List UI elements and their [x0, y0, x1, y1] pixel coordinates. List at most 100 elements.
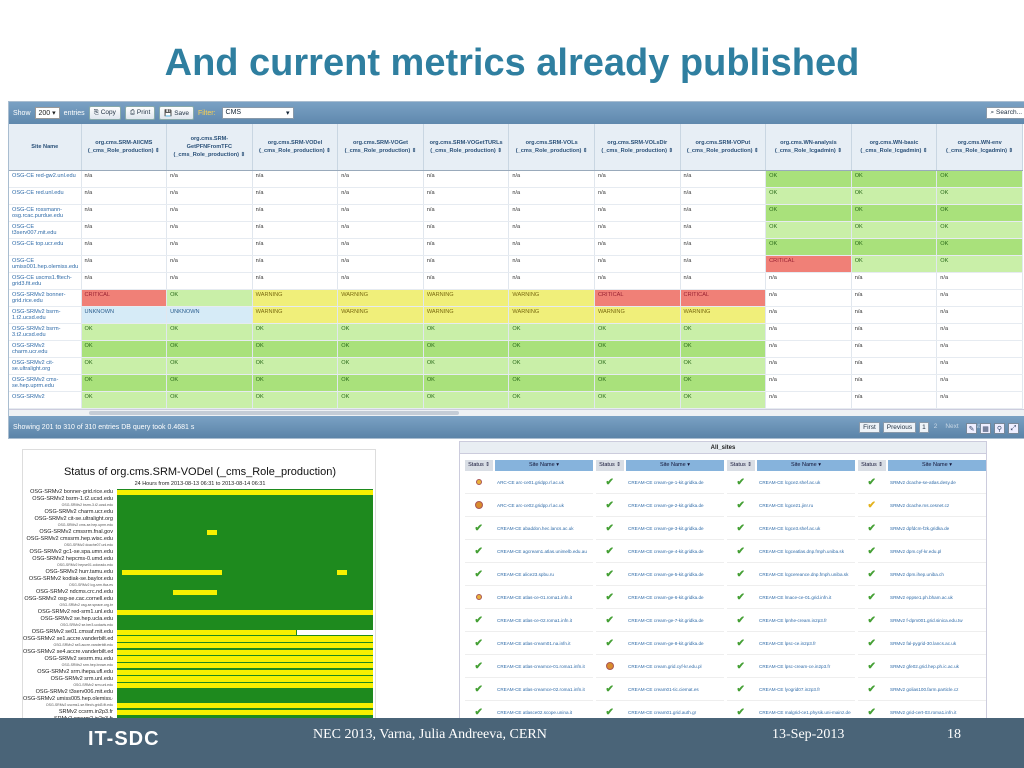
metric-status-cell[interactable]: UNKNOWN [166, 306, 253, 324]
site-row[interactable]: ARC-CE arc-ce01.gridpp.rl.ac.uk [465, 471, 593, 494]
site-name-link[interactable]: CREAM-CE abaddon.hec.lancs.ac.uk [497, 525, 574, 531]
site-row[interactable]: ✔ CREAM-CE agcream1.atlas.unimelb.edu.au [465, 540, 593, 563]
metric-status-cell[interactable]: n/a [423, 170, 510, 188]
site-row[interactable]: ✔ CREAM-CE cream-ge-6-kit.gridka.de [596, 586, 724, 609]
site-name-link[interactable]: CREAM-CE lcgcereance.dnp.fmph.uniba.sk [759, 571, 849, 577]
metric-status-cell[interactable]: OK [508, 357, 595, 375]
site-name-link[interactable]: CREAM-CE lyogrid07.in2p3.fr [759, 686, 821, 692]
site-name-header[interactable]: Site Name ▾ [626, 460, 724, 471]
page-first-button[interactable]: First [859, 421, 880, 433]
column-header-site[interactable]: Site Name [9, 124, 82, 171]
metric-status-cell[interactable]: n/a [765, 340, 852, 358]
metric-status-cell[interactable]: OK [594, 357, 681, 375]
site-link[interactable]: OSG-SRMv2 bonner-grid.rice.edu [9, 289, 82, 307]
metric-status-cell[interactable]: OK [252, 374, 339, 392]
metric-status-cell[interactable]: OK [252, 391, 339, 409]
site-name-link[interactable]: ARC-CE arc-ce01.gridpp.rl.ac.uk [497, 479, 564, 485]
site-row[interactable]: ✔ CREAM-CE cream-ge-4-kit.gridka.de [596, 540, 724, 563]
site-row[interactable]: ✔ CREAM-CE lcgceatlas.dnp.fmph.uniba.sk [727, 540, 855, 563]
metric-status-cell[interactable]: n/a [423, 221, 510, 239]
site-name-link[interactable]: CREAM-CE cream-ge-6-kit.gridka.de [628, 594, 704, 600]
site-name-link[interactable]: CREAM-CE cream01-tic.ciemat.es [628, 686, 699, 692]
site-row[interactable]: ✔ CREAM-CE lpsc-ce.in2p3.fr [727, 632, 855, 655]
site-row[interactable]: ✔ CREAM-CE atlas-cream01.na.infn.it [465, 632, 593, 655]
site-name-link[interactable]: CREAM-CE atlas-ce-01.roma1.infn.it [497, 594, 573, 600]
site-row[interactable]: ARC-CE arc-ce02.gridpp.rl.ac.uk [465, 494, 593, 517]
metric-status-cell[interactable]: n/a [680, 187, 767, 205]
metric-status-cell[interactable]: n/a [508, 272, 595, 290]
metric-status-cell[interactable]: UNKNOWN [81, 306, 168, 324]
metric-status-cell[interactable]: OK [680, 391, 767, 409]
site-link[interactable]: OSG-SRMv2 cms-se.hep.uprm.edu [9, 374, 82, 392]
metric-status-cell[interactable]: n/a [337, 255, 424, 273]
metric-status-cell[interactable]: n/a [594, 170, 681, 188]
metric-status-cell[interactable]: n/a [423, 272, 510, 290]
metric-status-cell[interactable]: OK [166, 323, 253, 341]
metric-status-cell[interactable]: n/a [594, 221, 681, 239]
metric-status-cell[interactable]: n/a [337, 221, 424, 239]
site-link[interactable]: OSG-SRMv2 charm.ucr.edu [9, 340, 82, 358]
page-next-button[interactable]: Next [945, 422, 959, 430]
metric-status-cell[interactable]: OK [936, 187, 1023, 205]
metric-status-cell[interactable]: OK [936, 170, 1023, 188]
metric-status-cell[interactable]: OK [252, 340, 339, 358]
metric-status-cell[interactable]: OK [423, 340, 510, 358]
metric-status-cell[interactable]: n/a [936, 323, 1023, 341]
metric-status-cell[interactable]: OK [423, 391, 510, 409]
metric-status-cell[interactable]: n/a [680, 255, 767, 273]
copy-button[interactable]: ⎘ Copy [88, 106, 121, 120]
metric-status-cell[interactable]: OK [594, 391, 681, 409]
metric-status-cell[interactable]: n/a [851, 306, 938, 324]
metric-status-cell[interactable]: n/a [765, 374, 852, 392]
site-row[interactable]: ✔ CREAM-CE lcgce21.jinr.ru [727, 494, 855, 517]
metric-status-cell[interactable]: n/a [936, 289, 1023, 307]
metric-status-cell[interactable]: OK [81, 340, 168, 358]
metric-status-cell[interactable]: n/a [423, 255, 510, 273]
metric-status-cell[interactable]: n/a [166, 170, 253, 188]
metric-status-cell[interactable]: n/a [252, 238, 339, 256]
metric-status-cell[interactable]: n/a [936, 306, 1023, 324]
site-row[interactable]: ✔ SRMv2 golias100.farm.particle.cz [858, 678, 986, 701]
site-row[interactable]: ✔ CREAM-CE alice23.spbu.ru [465, 563, 593, 586]
metric-status-cell[interactable]: n/a [337, 272, 424, 290]
column-header-metric[interactable]: org.cms.SRM-VOGetTURLs (_cms_Role_produc… [423, 124, 510, 171]
site-row[interactable]: ✔ SRMv2 dpm.ihep.uniba.ch [858, 563, 986, 586]
metric-status-cell[interactable]: OK [765, 170, 852, 188]
metric-status-cell[interactable]: n/a [851, 272, 938, 290]
metric-status-cell[interactable]: n/a [936, 357, 1023, 375]
metric-status-cell[interactable]: OK [166, 357, 253, 375]
metric-status-cell[interactable]: OK [423, 357, 510, 375]
metric-status-cell[interactable]: n/a [680, 221, 767, 239]
site-row[interactable]: ✔ CREAM-CE lpsc-cream-ce.in2p3.fr [727, 655, 855, 678]
metric-status-cell[interactable]: n/a [423, 204, 510, 222]
metric-status-cell[interactable]: WARNING [252, 306, 339, 324]
metric-status-cell[interactable]: OK [594, 340, 681, 358]
site-name-link[interactable]: CREAM-CE agcream1.atlas.unimelb.edu.au [497, 548, 587, 554]
site-name-link[interactable]: CREAM-CE cream-ge-2-kit.gridka.de [628, 502, 704, 508]
metric-status-cell[interactable]: CRITICAL [594, 289, 681, 307]
site-row[interactable]: ✔ CREAM-CE cream-ge-7-kit.gridka.de [596, 609, 724, 632]
metric-status-cell[interactable]: n/a [252, 170, 339, 188]
column-header-metric[interactable]: org.cms.SRM-GetPFNFromTFC (_cms_Role_pro… [166, 124, 253, 171]
metric-status-cell[interactable]: n/a [851, 391, 938, 409]
site-name-link[interactable]: CREAM-CE cream-ge-4-kit.gridka.de [628, 548, 704, 554]
metric-status-cell[interactable]: OK [81, 391, 168, 409]
site-row[interactable]: ✔ SRMv2 dcache-se-atlas.desy.de [858, 471, 986, 494]
metric-status-cell[interactable]: CRITICAL [680, 289, 767, 307]
metric-status-cell[interactable]: OK [851, 170, 938, 188]
site-row[interactable]: ✔ CREAM-CE cream-ge-5-kit.gridka.de [596, 563, 724, 586]
metric-status-cell[interactable]: n/a [765, 391, 852, 409]
site-row[interactable]: ✔ SRMv2 eppse1.ph.bham.ac.uk [858, 586, 986, 609]
metric-status-cell[interactable]: n/a [508, 187, 595, 205]
metric-status-cell[interactable]: OK [337, 340, 424, 358]
site-name-link[interactable]: CREAM-CE lcgce2.shef.ac.uk [759, 479, 821, 485]
metric-status-cell[interactable]: n/a [851, 289, 938, 307]
column-header-metric[interactable]: org.cms.WN-basic (_cms_Role_lcgadmin) ⇕ [851, 124, 938, 171]
metric-status-cell[interactable]: n/a [252, 187, 339, 205]
metric-status-cell[interactable]: n/a [81, 204, 168, 222]
metric-status-cell[interactable]: OK [851, 187, 938, 205]
metric-status-cell[interactable]: OK [423, 323, 510, 341]
metric-status-cell[interactable]: n/a [81, 272, 168, 290]
site-name-link[interactable]: SRMv2 fal-pygrid-30.lancs.ac.uk [890, 640, 957, 646]
site-link[interactable]: OSG-SRMv2 [9, 391, 82, 409]
